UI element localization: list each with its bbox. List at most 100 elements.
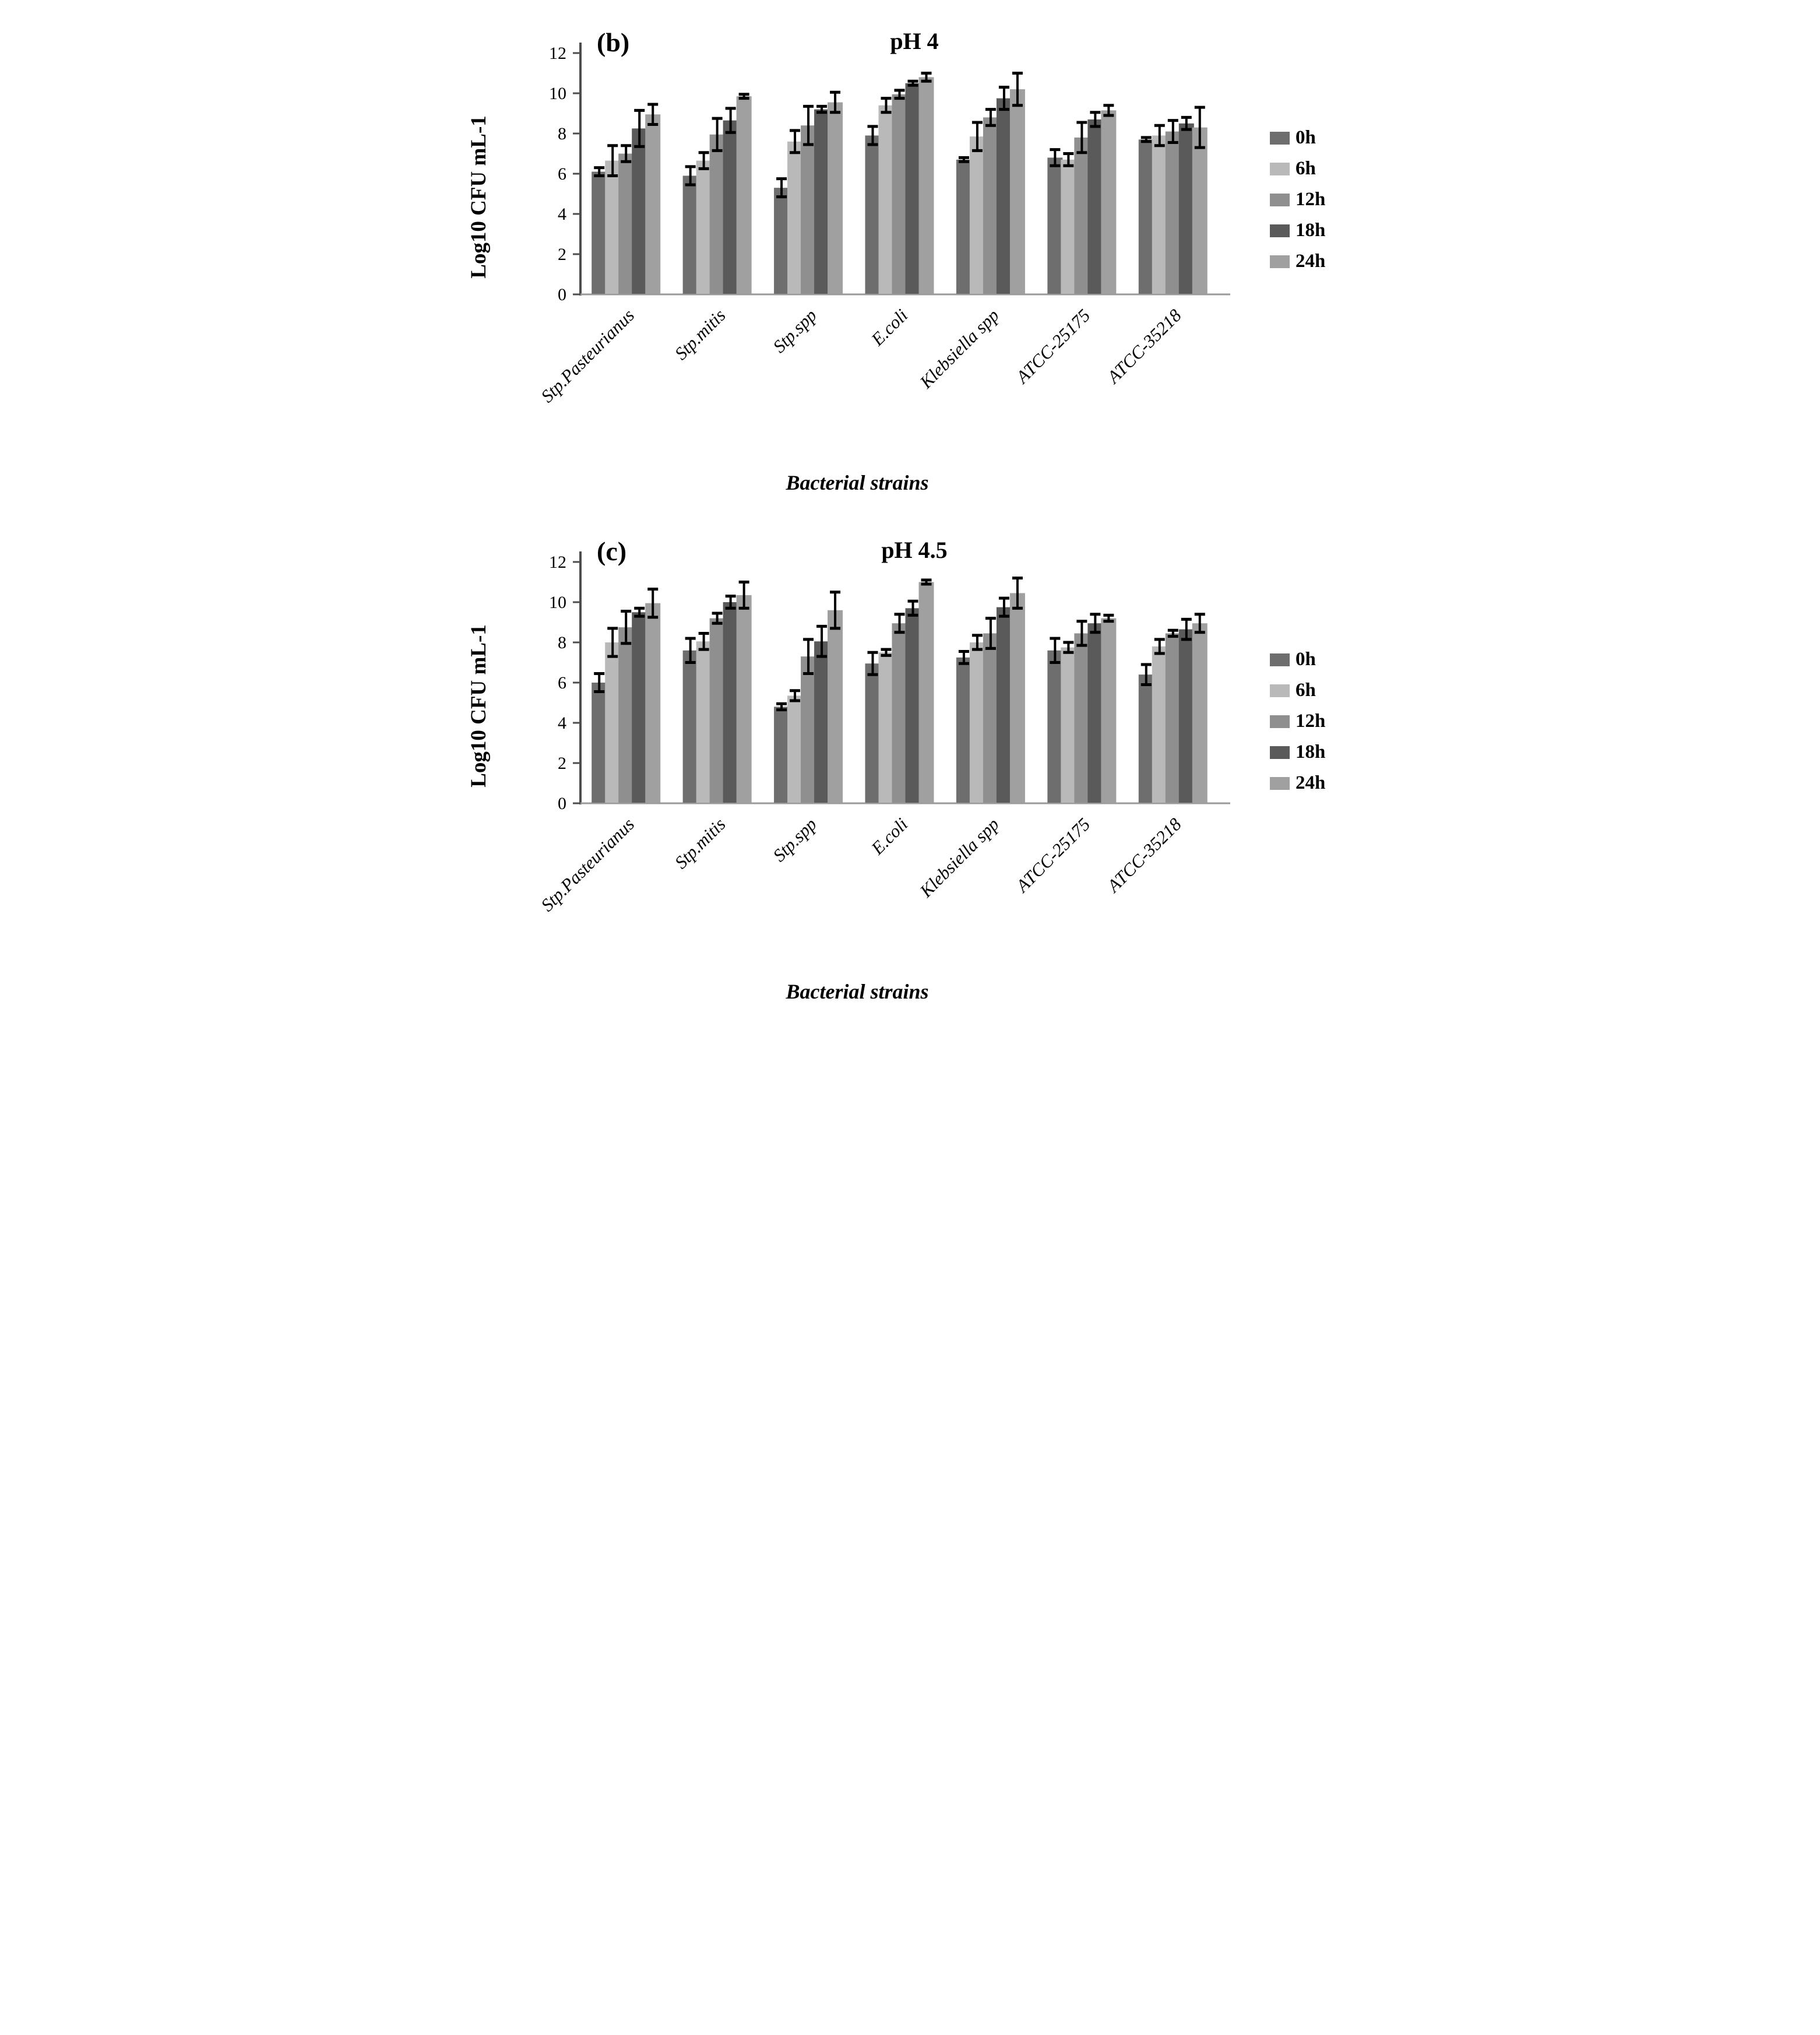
legend-swatch-6h: [1270, 162, 1290, 175]
bar-ATCC-35218-0h: [1138, 139, 1154, 294]
bar-Stp-Pasteurianus-18h: [632, 128, 647, 294]
bar-E-coli-18h: [905, 608, 921, 803]
legend-panel-b: 0h 6h 12h 18h 24h: [1270, 122, 1363, 277]
chart-panel-c: 0 2 4 6 8 10 12 Stp.Pasteurianus Stp.mitis Stp.sp…: [467, 536, 1230, 1003]
legend-item-24h: 24h: [1270, 768, 1363, 799]
legend-swatch-12h: [1270, 715, 1290, 728]
bar-Stp-mitis-0h: [682, 650, 698, 803]
bar-Stp-Pasteurianus-24h: [645, 603, 661, 803]
bar-Stp-mitis-12h: [709, 618, 725, 803]
legend-label: 0h: [1296, 649, 1316, 670]
bar-Stp-mitis-24h: [736, 96, 752, 294]
chart-title: pH 4.5: [881, 537, 947, 563]
chart-panel-b: 0 2 4 6 8 10 12 Stp.Pasteurianus Stp.mitis Stp.sp…: [467, 27, 1230, 494]
legend-label: 18h: [1296, 741, 1326, 762]
bar-ATCC-35218-18h: [1178, 629, 1194, 803]
bar-Stp-spp-12h: [801, 125, 816, 294]
bar-Klebsiella-spp-12h: [983, 633, 998, 803]
x-axis-title: Bacterial strains: [785, 980, 928, 1003]
x-category-label: Stp.Pasteurianus: [537, 814, 638, 915]
bar-E-coli-12h: [892, 94, 907, 294]
bar-E-coli-0h: [865, 135, 881, 294]
bar-Stp-spp-12h: [801, 656, 816, 803]
legend-swatch-6h: [1270, 684, 1290, 697]
legend-label: 24h: [1296, 772, 1326, 793]
y-tick-label: 6: [558, 164, 566, 184]
y-tick-label: 12: [549, 553, 566, 572]
bar-Stp-spp-18h: [814, 109, 830, 294]
legend-item-18h: 18h: [1270, 215, 1363, 246]
bar-Stp-Pasteurianus-0h: [592, 683, 607, 803]
y-tick-label: 4: [558, 714, 566, 733]
y-tick-label: 10: [549, 593, 566, 612]
bar-ATCC-35218-24h: [1192, 623, 1208, 803]
x-category-label: E.coli: [867, 814, 911, 859]
bar-ATCC-25175-6h: [1061, 647, 1076, 803]
legend-label: 24h: [1296, 251, 1326, 272]
bar-ATCC-25175-18h: [1087, 119, 1103, 294]
figure-canvas: 0 2 4 6 8 10 12 Stp.Pasteurianus Stp.mitis Stp.sp…: [455, 0, 1365, 1017]
legend-swatch-24h: [1270, 776, 1290, 790]
bar-E-coli-18h: [905, 83, 921, 294]
legend-label: 12h: [1296, 189, 1326, 210]
x-category-label: ATCC-35218: [1102, 814, 1185, 897]
legend-item-0h: 0h: [1270, 644, 1363, 675]
bar-ATCC-25175-0h: [1047, 157, 1063, 294]
bar-Stp-spp-24h: [828, 102, 843, 294]
x-category-label: E.coli: [867, 305, 911, 350]
bar-Stp-Pasteurianus-12h: [618, 153, 634, 294]
bar-Stp-spp-6h: [787, 141, 803, 294]
y-axis-title: Log10 CFU mL-1: [467, 115, 491, 279]
bar-ATCC-35218-12h: [1165, 131, 1181, 294]
y-axis-title: Log10 CFU mL-1: [467, 624, 491, 788]
bar-Klebsiella-spp-24h: [1009, 89, 1025, 294]
legend-swatch-0h: [1270, 131, 1290, 145]
y-tick-label: 6: [558, 673, 566, 693]
bar-Klebsiella-spp-6h: [969, 136, 985, 294]
x-category-label: Stp.Pasteurianus: [537, 305, 638, 406]
y-tick-label: 4: [558, 205, 566, 224]
y-tick-label: 8: [558, 633, 566, 652]
legend-item-6h: 6h: [1270, 153, 1363, 184]
legend-item-24h: 24h: [1270, 246, 1363, 277]
bar-Klebsiella-spp-12h: [983, 117, 998, 294]
bar-Stp-Pasteurianus-12h: [618, 627, 634, 803]
bar-ATCC-35218-0h: [1138, 674, 1154, 803]
bar-Stp-mitis-18h: [723, 120, 738, 294]
legend-item-12h: 12h: [1270, 706, 1363, 737]
x-category-label: ATCC-35218: [1102, 305, 1185, 388]
x-axis-title: Bacterial strains: [785, 471, 928, 494]
legend-item-0h: 0h: [1270, 122, 1363, 153]
panel-label: (c): [597, 536, 626, 566]
bar-Stp-mitis-12h: [709, 134, 725, 294]
legend-panel-c: 0h 6h 12h 18h 24h: [1270, 644, 1363, 799]
bar-E-coli-12h: [892, 623, 907, 803]
legend-swatch-12h: [1270, 193, 1290, 206]
bar-Klebsiella-spp-0h: [956, 159, 971, 294]
x-category-label: ATCC-25175: [1011, 305, 1094, 388]
bar-Stp-mitis-6h: [696, 160, 712, 294]
legend-label: 6h: [1296, 158, 1316, 179]
bar-E-coli-24h: [918, 582, 934, 803]
x-category-label: ATCC-25175: [1011, 814, 1094, 897]
bar-ATCC-35218-24h: [1192, 127, 1208, 294]
bar-Stp-spp-0h: [774, 188, 790, 294]
y-tick-label: 0: [558, 285, 566, 304]
bar-Stp-Pasteurianus-24h: [645, 114, 661, 294]
legend-swatch-24h: [1270, 255, 1290, 268]
legend-swatch-18h: [1270, 746, 1290, 759]
bar-E-coli-6h: [878, 652, 894, 803]
bar-Klebsiella-spp-6h: [969, 642, 985, 803]
panel-label: (b): [597, 27, 629, 57]
bar-ATCC-25175-24h: [1101, 110, 1117, 294]
legend-item-12h: 12h: [1270, 184, 1363, 215]
bar-ATCC-35218-18h: [1178, 123, 1194, 294]
bar-Stp-spp-6h: [787, 695, 803, 803]
bar-Stp-Pasteurianus-6h: [605, 160, 621, 294]
legend-label: 12h: [1296, 711, 1326, 732]
bar-Stp-spp-0h: [774, 707, 790, 803]
bar-ATCC-25175-12h: [1074, 137, 1090, 294]
legend-item-18h: 18h: [1270, 737, 1363, 768]
legend-label: 0h: [1296, 127, 1316, 148]
bar-E-coli-0h: [865, 663, 881, 803]
